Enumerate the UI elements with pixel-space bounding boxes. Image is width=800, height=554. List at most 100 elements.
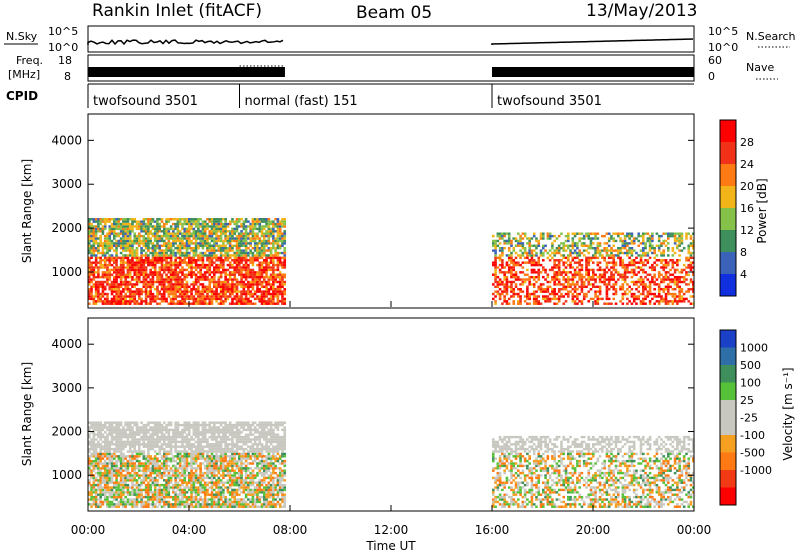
heatmap-cell (516, 254, 520, 257)
heatmap-cell (169, 285, 173, 289)
heatmap-cell (247, 285, 250, 289)
heatmap-cell (103, 237, 107, 240)
heatmap-cell (97, 471, 100, 475)
heatmap-cell (158, 423, 162, 427)
heatmap-cell (598, 266, 602, 269)
heatmap-cell (591, 237, 595, 240)
heatmap-cell (115, 251, 118, 255)
heatmap-cell (208, 249, 212, 252)
heatmap-cell (97, 474, 100, 477)
heatmap-cell (124, 302, 127, 305)
heatmap-cell (153, 433, 157, 436)
heatmap-cell (101, 445, 105, 448)
heatmap-cell (240, 268, 243, 272)
heatmap-cell (151, 433, 155, 436)
heatmap-cell (115, 471, 118, 475)
heatmap-cell (206, 278, 209, 281)
heatmap-cell (226, 273, 230, 276)
heatmap-cell (122, 459, 125, 463)
heatmap-cell (630, 288, 634, 291)
heatmap-cell (126, 285, 130, 289)
heatmap-cell (144, 431, 148, 434)
heatmap-cell (122, 488, 125, 492)
heatmap-cell (598, 275, 602, 279)
heatmap-cell (541, 232, 545, 235)
heatmap-cell (680, 300, 684, 303)
heatmap-cell (262, 232, 266, 235)
heatmap-cell (135, 503, 139, 506)
heatmap-cell (147, 263, 150, 267)
heatmap-cell (135, 495, 139, 499)
heatmap-cell (265, 232, 268, 235)
heatmap-cell (115, 474, 118, 477)
heatmap-cell (108, 275, 112, 279)
heatmap-cell (181, 278, 184, 281)
heatmap-cell (151, 220, 155, 223)
heatmap-cell (135, 300, 139, 303)
heatmap-cell (664, 266, 668, 269)
heatmap-cell (247, 275, 250, 279)
heatmap-cell (265, 275, 268, 279)
heatmap-cell (272, 302, 275, 305)
heatmap-cell (644, 259, 647, 262)
heatmap-cell (101, 440, 105, 444)
heatmap-cell (185, 246, 189, 250)
heatmap-cell (578, 300, 581, 303)
heatmap-cell (276, 290, 280, 293)
heatmap-cell (267, 254, 271, 257)
heatmap-cell (117, 295, 121, 298)
heatmap-cell (124, 445, 127, 448)
heatmap-cell (156, 426, 159, 429)
heatmap-cell (208, 285, 212, 289)
heatmap-cell (112, 435, 116, 439)
heatmap-cell (137, 495, 141, 499)
heatmap-cell (682, 246, 686, 250)
heatmap-cell (671, 232, 675, 235)
heatmap-cell (106, 471, 109, 475)
heatmap-cell (174, 266, 177, 269)
heatmap-cell (537, 288, 541, 291)
heatmap-cell (206, 275, 209, 279)
heatmap-cell (249, 230, 252, 233)
heatmap-cell (185, 239, 189, 243)
heatmap-cell (619, 288, 622, 291)
heatmap-cell (244, 302, 248, 305)
heatmap-cell (151, 495, 155, 499)
heatmap-cell (512, 263, 516, 267)
heatmap-cell (153, 505, 157, 508)
heatmap-cell (267, 278, 271, 281)
heatmap-cell (126, 498, 130, 501)
heatmap-cell (632, 242, 636, 245)
heatmap-cell (117, 493, 121, 496)
heatmap-cell (149, 246, 152, 250)
heatmap-cell (169, 275, 173, 279)
heatmap-cell (548, 232, 552, 235)
heatmap-cell (258, 237, 262, 240)
heatmap-cell (119, 242, 123, 245)
heatmap-cell (541, 259, 545, 262)
heatmap-cell (201, 275, 205, 279)
heatmap-cell (160, 239, 164, 243)
heatmap-cell (110, 486, 114, 489)
heatmap-cell (128, 479, 132, 482)
heatmap-cell (630, 246, 634, 250)
heatmap-cell (660, 244, 663, 247)
heatmap-cell (92, 459, 96, 463)
heatmap-cell (112, 469, 116, 472)
heatmap-cell (233, 254, 237, 257)
heatmap-cell (598, 268, 602, 272)
heatmap-cell (206, 256, 209, 260)
heatmap-cell (124, 222, 127, 226)
heatmap-cell (174, 242, 177, 245)
heatmap-cell (147, 428, 150, 432)
heatmap-cell (503, 246, 506, 250)
heatmap-cell (156, 218, 159, 221)
heatmap-cell (226, 251, 230, 255)
heatmap-cell (256, 249, 259, 252)
heatmap-cell (208, 220, 212, 223)
heatmap-cell (548, 254, 552, 257)
heatmap-cell (566, 280, 570, 284)
heatmap-cell (644, 244, 647, 247)
heatmap-cell (131, 443, 134, 446)
heatmap-cell (628, 237, 631, 240)
